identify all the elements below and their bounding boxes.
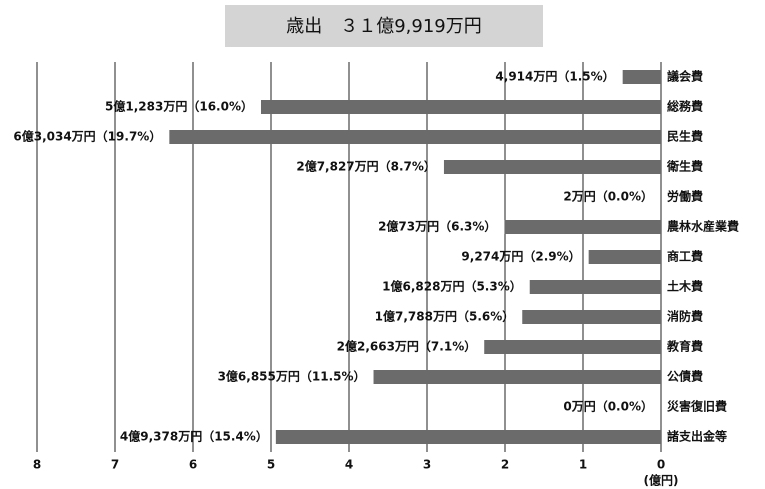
category-label: 諸支出金等 — [667, 429, 727, 444]
bar — [260, 100, 661, 114]
bar — [529, 280, 661, 294]
value-label: 4,914万円（1.5%） — [495, 69, 614, 84]
x-tick-label: 8 — [33, 458, 41, 472]
value-label: 1億6,828万円（5.3%） — [382, 279, 522, 294]
value-label: 2億73万円（6.3%） — [378, 219, 496, 234]
bar — [504, 220, 661, 234]
bar — [373, 370, 661, 384]
category-label: 民生費 — [667, 129, 703, 144]
value-label: 2億2,663万円（7.1%） — [337, 339, 477, 354]
category-label: 労働費 — [667, 189, 703, 204]
bar — [443, 160, 661, 174]
title-box — [225, 5, 543, 47]
category-label: 公債費 — [667, 369, 703, 384]
category-label: 議会費 — [667, 69, 703, 84]
x-tick-label: 1 — [579, 458, 587, 472]
value-label: 2万円（0.0%） — [563, 189, 653, 204]
category-label: 農林水産業費 — [667, 219, 739, 234]
category-label: 災害復旧費 — [667, 399, 727, 414]
x-tick-label: 0 — [657, 458, 665, 472]
x-axis-label: (億円) — [644, 473, 679, 488]
x-tick-label: 7 — [111, 458, 119, 472]
value-label: 3億6,855万円（11.5%） — [218, 369, 366, 384]
bar — [484, 340, 661, 354]
x-tick-label: 6 — [189, 458, 197, 472]
category-label: 土木費 — [667, 279, 703, 294]
category-label: 消防費 — [667, 309, 703, 324]
bar — [522, 310, 661, 324]
value-label: 5億1,283万円（16.0%） — [105, 99, 253, 114]
value-label: 9,274万円（2.9%） — [461, 249, 580, 264]
value-label: 0万円（0.0%） — [563, 399, 653, 414]
x-tick-label: 3 — [423, 458, 431, 472]
bar — [275, 430, 661, 444]
category-label: 総務費 — [667, 99, 703, 114]
bar — [622, 70, 661, 84]
bar — [169, 130, 662, 144]
value-label: 6億3,034万円（19.7%） — [13, 129, 161, 144]
x-tick-label: 2 — [501, 458, 509, 472]
value-label: 1億7,788万円（5.6%） — [375, 309, 515, 324]
value-label: 4億9,378万円（15.4%） — [120, 429, 268, 444]
category-label: 衛生費 — [666, 159, 703, 174]
category-label: 教育費 — [666, 339, 703, 354]
chart-title: 歳出 ３１億9,919万円 — [286, 16, 482, 37]
x-tick-label: 5 — [267, 458, 275, 472]
value-label: 2億7,827万円（8.7%） — [296, 159, 436, 174]
category-label: 商工費 — [667, 249, 703, 264]
bar — [588, 250, 661, 264]
x-tick-label: 4 — [345, 458, 353, 472]
